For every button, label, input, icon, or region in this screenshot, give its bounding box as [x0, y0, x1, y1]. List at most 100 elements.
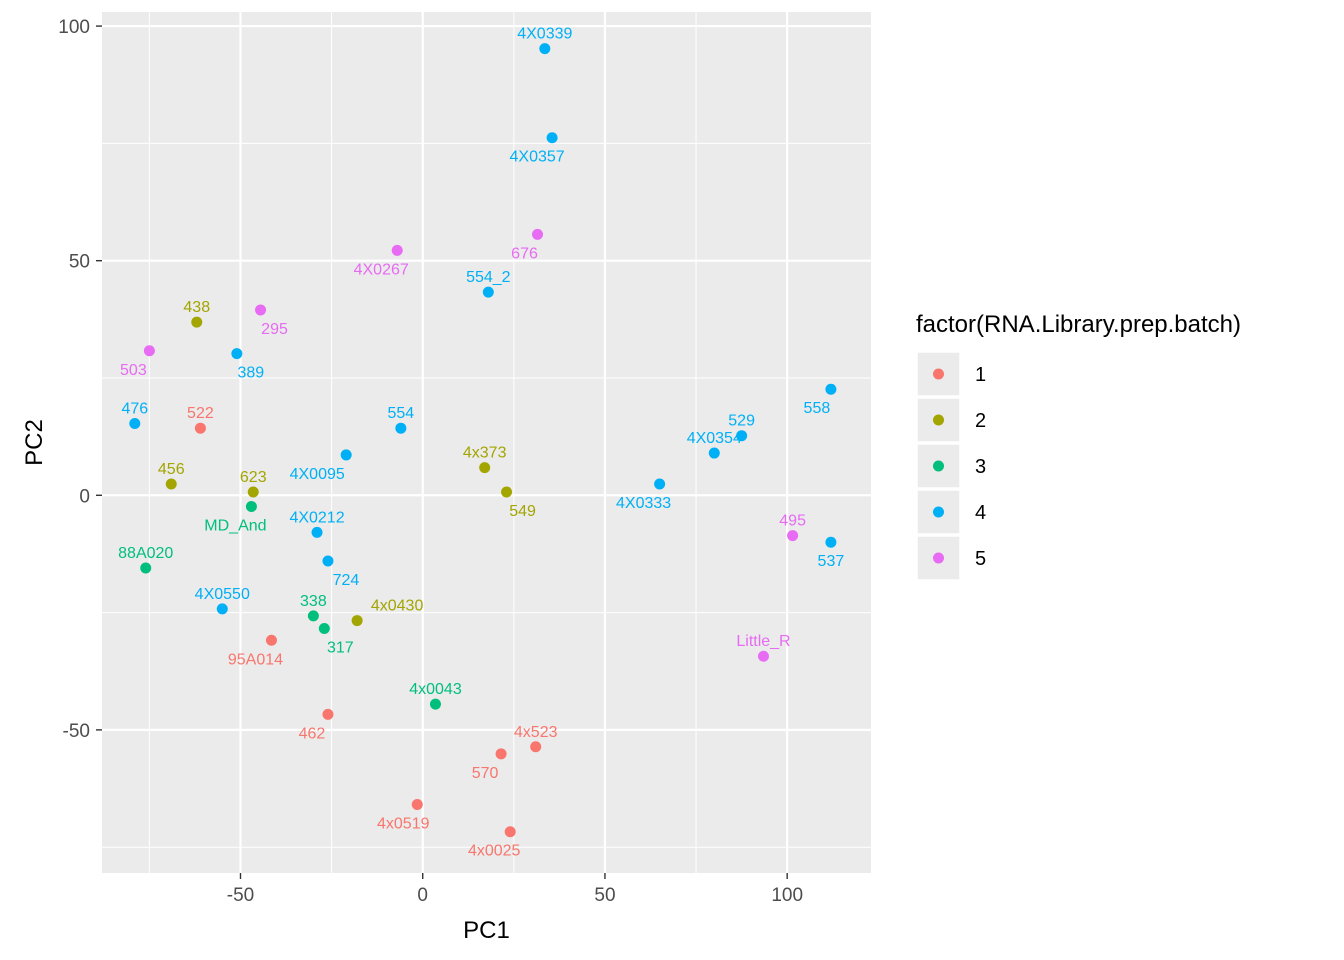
- point-label: 4X0212: [289, 509, 344, 526]
- data-point: [504, 826, 516, 838]
- point-label: 295: [261, 321, 288, 338]
- data-point: [825, 383, 837, 395]
- data-point: [143, 345, 155, 357]
- legend-label: 1: [975, 364, 986, 386]
- point-label: 476: [121, 400, 148, 417]
- data-point: [479, 462, 491, 474]
- y-axis-title: PC2: [21, 419, 48, 466]
- point-label: 438: [183, 299, 210, 316]
- point-label: 4X0339: [517, 26, 572, 43]
- data-point: [495, 748, 507, 760]
- data-point: [391, 244, 403, 256]
- point-label: 554_2: [466, 269, 511, 286]
- plot-panel: [102, 12, 871, 873]
- point-label: 522: [187, 405, 214, 422]
- point-label: 317: [327, 640, 354, 657]
- data-point: [191, 316, 203, 328]
- data-point: [530, 741, 542, 753]
- data-point: [482, 286, 494, 298]
- point-label: 338: [300, 593, 327, 610]
- data-point: [654, 478, 666, 490]
- point-label: 570: [472, 765, 499, 782]
- point-label: 503: [120, 362, 147, 379]
- point-label: 4X0267: [354, 261, 409, 278]
- data-point: [265, 634, 277, 646]
- data-point: [351, 615, 363, 627]
- legend: factor(RNA.Library.prep.batch) 1 2 3 4 5: [916, 311, 1241, 581]
- data-point: [129, 417, 141, 429]
- data-point: [708, 447, 720, 459]
- x-tick-label: 50: [594, 885, 615, 906]
- point-label: 549: [509, 503, 536, 520]
- data-point: [411, 798, 423, 810]
- point-label: 4X0095: [290, 466, 345, 483]
- y-tick-label: 100: [58, 17, 90, 38]
- legend-key: [916, 351, 961, 397]
- data-point: [757, 650, 769, 662]
- data-point: [322, 555, 334, 567]
- y-tick-label: -50: [63, 721, 90, 742]
- data-point: [787, 530, 799, 542]
- legend-key-point: [933, 368, 944, 380]
- minor-gridlines: [102, 12, 871, 873]
- data-point: [165, 478, 177, 490]
- data-point: [825, 536, 837, 548]
- legend-label: 5: [975, 548, 986, 570]
- point-label: 4X0357: [510, 149, 565, 166]
- point-label: 4X0333: [616, 495, 671, 512]
- point-label: 4x0043: [409, 681, 462, 698]
- point-label: 4X0550: [195, 586, 250, 603]
- data-point: [318, 623, 330, 635]
- point-label: Little_R: [736, 633, 790, 650]
- point-label: 558: [804, 400, 831, 417]
- data-point: [340, 449, 352, 461]
- data-point: [216, 603, 228, 615]
- y-tick-label: 0: [79, 486, 90, 507]
- point-label: 88A020: [118, 545, 173, 562]
- point-label: 4x373: [463, 445, 507, 462]
- point-label: 495: [779, 513, 806, 530]
- data-points: [129, 43, 837, 838]
- legend-key-point: [933, 552, 944, 564]
- x-tick-label: 100: [771, 885, 803, 906]
- point-label: 529: [728, 413, 755, 430]
- data-point: [501, 486, 513, 498]
- point-label: 724: [333, 572, 360, 589]
- point-label: MD_And: [204, 518, 266, 535]
- data-point: [247, 486, 259, 498]
- data-point: [539, 43, 551, 55]
- point-label: 4x0430: [371, 598, 424, 615]
- major-gridlines: [102, 12, 871, 873]
- legend-label: 4: [975, 502, 986, 524]
- x-axis: -50 0 50 100: [227, 873, 803, 906]
- data-point: [255, 304, 267, 316]
- legend-key-point: [933, 414, 944, 426]
- data-point: [395, 422, 407, 434]
- point-labels: 4X0339 4X0357 676 4X0267 554_2 438 295 389 503 47…: [118, 26, 844, 860]
- point-label: 4X0354: [687, 430, 742, 447]
- data-point: [245, 501, 257, 513]
- point-label: 462: [299, 725, 326, 742]
- point-label: 623: [240, 469, 267, 486]
- x-tick-label: -50: [227, 885, 254, 906]
- data-point: [194, 422, 206, 434]
- point-label: 389: [237, 365, 264, 382]
- data-point: [546, 132, 558, 144]
- data-point: [322, 708, 334, 720]
- point-label: 676: [511, 245, 538, 262]
- point-label: 95A014: [228, 651, 283, 668]
- point-label: 4x523: [514, 724, 558, 741]
- legend-key-point: [933, 460, 944, 472]
- legend-label: 2: [975, 410, 986, 432]
- legend-title: factor(RNA.Library.prep.batch): [916, 311, 1241, 338]
- data-point: [736, 430, 748, 442]
- x-tick-label: 0: [417, 885, 428, 906]
- data-point: [307, 610, 319, 622]
- legend-key-point: [933, 506, 944, 518]
- data-point: [429, 698, 441, 710]
- y-axis: -50 0 50 100: [58, 17, 102, 742]
- data-point: [140, 562, 152, 574]
- point-label: 537: [818, 553, 845, 570]
- point-label: 4x0519: [377, 815, 430, 832]
